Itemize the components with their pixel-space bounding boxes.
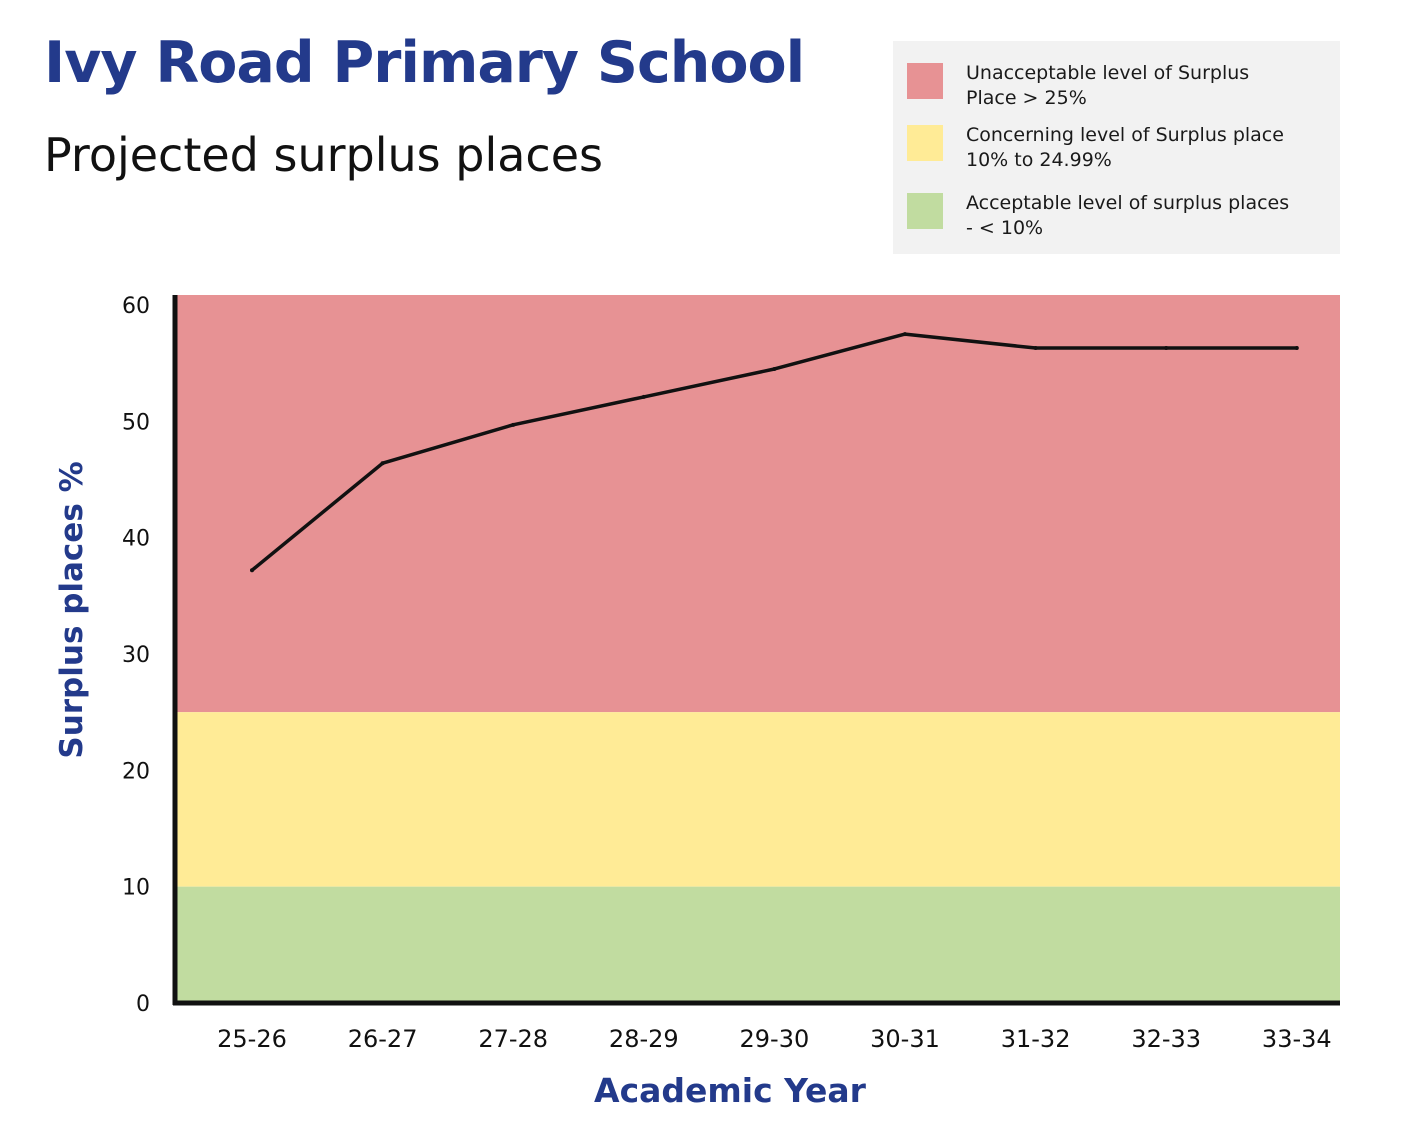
legend-swatch-acceptable: [907, 193, 943, 229]
y-tick-label: 0: [136, 992, 150, 1017]
legend-item-concerning: Concerning level of Surplus place 10% to…: [907, 124, 1327, 175]
legend-item-acceptable: Acceptable level of surplus places - < 1…: [907, 192, 1327, 243]
data-point-29-30: [772, 366, 777, 371]
legend-label-unacceptable: Unacceptable level of Surplus Place > 25…: [966, 62, 1250, 109]
band-concerning: [175, 712, 1340, 887]
band-acceptable: [175, 886, 1340, 1003]
data-point-27-28: [511, 422, 516, 427]
x-tick-labels: 25-26 26-27 27-28 28-29 29-30 30-31 31-32 32-33…: [217, 1025, 1332, 1053]
x-tick-label: 27-28: [478, 1025, 548, 1053]
legend: Unacceptable level of Surplus Place > 25…: [893, 41, 1340, 254]
x-tick-label: 28-29: [609, 1025, 679, 1053]
chart-subtitle: Projected surplus places: [44, 128, 603, 182]
axes: [172, 295, 1340, 1006]
legend-swatch-concerning: [907, 125, 943, 161]
y-tick-label: 10: [122, 876, 150, 901]
x-tick-label: 29-30: [740, 1025, 810, 1053]
y-axis-title: Surplus places %: [54, 461, 90, 758]
data-point-26-27: [380, 461, 385, 466]
x-tick-label: 26-27: [348, 1025, 418, 1053]
band-unacceptable: [175, 295, 1340, 713]
x-axis-title: Academic Year: [594, 1071, 867, 1110]
data-point-28-29: [641, 394, 646, 399]
x-tick-label: 32-33: [1131, 1025, 1201, 1053]
x-tick-label: 30-31: [870, 1025, 940, 1053]
chart-title: Ivy Road Primary School: [44, 30, 805, 96]
legend-swatch-unacceptable: [907, 63, 943, 99]
y-tick-label: 20: [122, 759, 150, 784]
y-tick-label: 50: [122, 410, 150, 435]
data-point-25-26: [250, 568, 254, 573]
x-tick-label: 25-26: [217, 1025, 287, 1053]
x-tick-label: 31-32: [1001, 1025, 1071, 1053]
x-tick-label: 33-34: [1262, 1025, 1332, 1053]
y-tick-label: 40: [122, 527, 150, 552]
legend-label-acceptable: Acceptable level of surplus places - < 1…: [966, 192, 1290, 239]
data-point-31-32: [1033, 346, 1038, 351]
data-points: [250, 332, 1299, 573]
data-point-30-31: [903, 332, 907, 337]
data-point-33-34: [1294, 346, 1299, 351]
legend-item-unacceptable: Unacceptable level of Surplus Place > 25…: [907, 62, 1327, 113]
threshold-bands: [175, 295, 1340, 1003]
legend-label-concerning: Concerning level of Surplus place 10% to…: [966, 124, 1284, 171]
data-point-32-33: [1164, 346, 1169, 351]
y-tick-label: 30: [122, 643, 150, 668]
y-tick-label: 60: [122, 294, 150, 319]
y-tick-labels: 0 10 20 30 40 50 60: [122, 294, 150, 1017]
